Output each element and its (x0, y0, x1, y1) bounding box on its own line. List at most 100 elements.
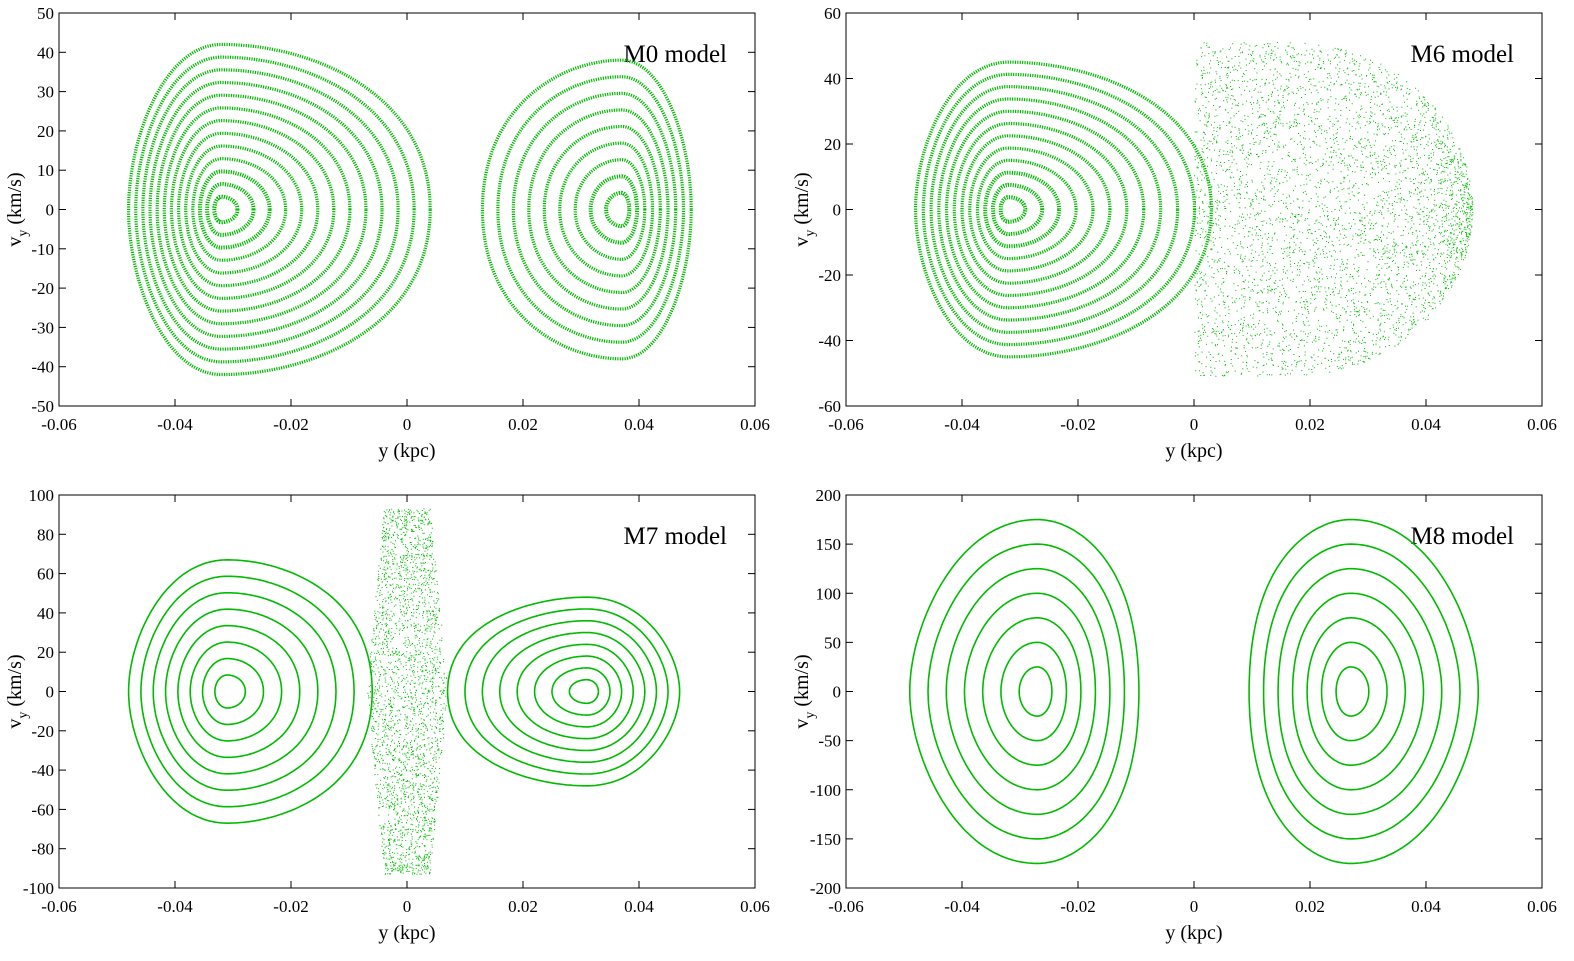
y-tick-label: -200 (810, 879, 841, 898)
y-tick-label: 30 (37, 83, 54, 102)
x-tick-label: -0.04 (944, 897, 980, 916)
y-tick-label: -60 (31, 800, 54, 819)
y-tick-label: 0 (833, 683, 842, 702)
x-tick-label: 0.04 (624, 415, 654, 434)
orbit-curve (184, 144, 304, 275)
points-layer (127, 508, 681, 875)
y-tick-label: 50 (37, 4, 54, 23)
y-tick-label: 60 (37, 565, 54, 584)
chaotic-sea (1194, 42, 1474, 377)
y-tick-label: -20 (818, 266, 841, 285)
panel-4: -0.06 -0.04 -0.02 0 0.02 0.04 0.06 -200 -150 -100… (791, 486, 1557, 944)
orbit-curve (990, 182, 1045, 237)
model-label: M7 model (624, 523, 728, 550)
orbit-curve (1291, 592, 1425, 791)
y-tick-label: -50 (31, 397, 54, 416)
x-tick-label: 0.06 (740, 415, 770, 434)
y-tick-label: -40 (818, 332, 841, 351)
orbit-curve (998, 195, 1028, 224)
x-tick-label: -0.06 (828, 415, 863, 434)
model-label: M6 model (1411, 41, 1515, 68)
orbit-curve (169, 118, 336, 300)
orbit-curve (1277, 567, 1443, 816)
orbit-curve (558, 141, 655, 278)
orbit-curve (968, 146, 1095, 273)
y-tick-label: -20 (31, 279, 54, 298)
orbit-curve (927, 543, 1126, 840)
x-tick-label: -0.06 (41, 415, 76, 434)
orbit-curve (148, 80, 384, 339)
panel-3: -0.06 -0.04 -0.02 0 0.02 0.04 0.06 -100 -80 -60 -4… (4, 486, 770, 944)
orbit-curve (568, 678, 600, 705)
x-tick-label: 0.04 (624, 897, 654, 916)
orbit-curve (496, 75, 686, 344)
orbit-curve (1248, 518, 1479, 865)
x-tick-label: 0.06 (1527, 415, 1557, 434)
orbit-curve (155, 93, 368, 326)
x-tick-label: 0.02 (1295, 415, 1325, 434)
y-tick-label: -60 (818, 397, 841, 416)
orbit-curve (1335, 666, 1370, 717)
x-tick-label: -0.06 (41, 897, 76, 916)
orbit-curve (177, 624, 301, 759)
orbit-curve (913, 60, 1213, 359)
orbit-curve (162, 106, 352, 313)
x-axis-label: y (kpc) (1165, 440, 1222, 462)
orbit-curve (127, 42, 432, 377)
orbit-curve (542, 124, 662, 295)
orbit-curve (134, 55, 416, 364)
orbit-curve (177, 131, 320, 288)
model-label: M8 model (1411, 523, 1515, 550)
y-tick-label: 20 (37, 643, 54, 662)
orbit-curve (551, 667, 611, 716)
orbit-curve (201, 657, 265, 726)
y-tick-label: 0 (46, 683, 55, 702)
orbit-curve (921, 72, 1197, 347)
orbit-curve (214, 674, 247, 709)
y-tick-label: 40 (824, 70, 841, 89)
orbit-curve (191, 157, 288, 262)
x-tick-label: 0.06 (1527, 897, 1557, 916)
x-tick-label: -0.06 (828, 897, 863, 916)
x-tick-label: -0.02 (273, 897, 308, 916)
plot-frame (58, 494, 756, 889)
orbit-curve (937, 97, 1163, 322)
panel-1: -0.06 -0.04 -0.02 0 0.02 0.04 0.06 -50 -40 -30 -20… (4, 4, 770, 462)
y-tick-label: 20 (37, 122, 54, 141)
y-tick-label: -150 (810, 830, 841, 849)
orbit-curve (511, 91, 678, 328)
y-tick-label: -100 (810, 781, 841, 800)
y-tick-label: -100 (23, 879, 54, 898)
y-tick-label: -40 (31, 761, 54, 780)
x-tick-label: 0.02 (508, 415, 538, 434)
orbit-curve (929, 85, 1180, 334)
y-tick-label: -40 (31, 358, 54, 377)
x-tick-label: 0.02 (508, 897, 538, 916)
orbit-curve (533, 655, 623, 728)
x-axis-label: y (kpc) (378, 922, 435, 944)
orbit-curve (480, 58, 693, 361)
x-tick-label: 0.02 (1295, 897, 1325, 916)
x-tick-label: -0.02 (273, 415, 308, 434)
orbit-curve (141, 68, 400, 351)
y-tick-label: 40 (37, 43, 54, 62)
orbit-curve (464, 608, 669, 775)
points-layer (127, 42, 693, 377)
y-axis-label: vy (km/s) (4, 172, 31, 246)
x-tick-label: 0 (403, 897, 412, 916)
orbit-curve (963, 592, 1097, 791)
orbit-curve (198, 169, 272, 250)
x-tick-label: -0.02 (1060, 415, 1095, 434)
orbit-curve (981, 616, 1082, 767)
y-tick-label: 100 (29, 486, 55, 505)
y-tick-label: 100 (816, 584, 842, 603)
x-tick-label: -0.04 (157, 415, 193, 434)
orbit-curve (1262, 543, 1461, 840)
orbit-curve (164, 608, 319, 775)
orbit-curve (127, 558, 374, 825)
x-tick-label: 0 (403, 415, 412, 434)
y-tick-label: -30 (31, 318, 54, 337)
orbit-curve (573, 158, 647, 261)
y-tick-label: 80 (37, 525, 54, 544)
